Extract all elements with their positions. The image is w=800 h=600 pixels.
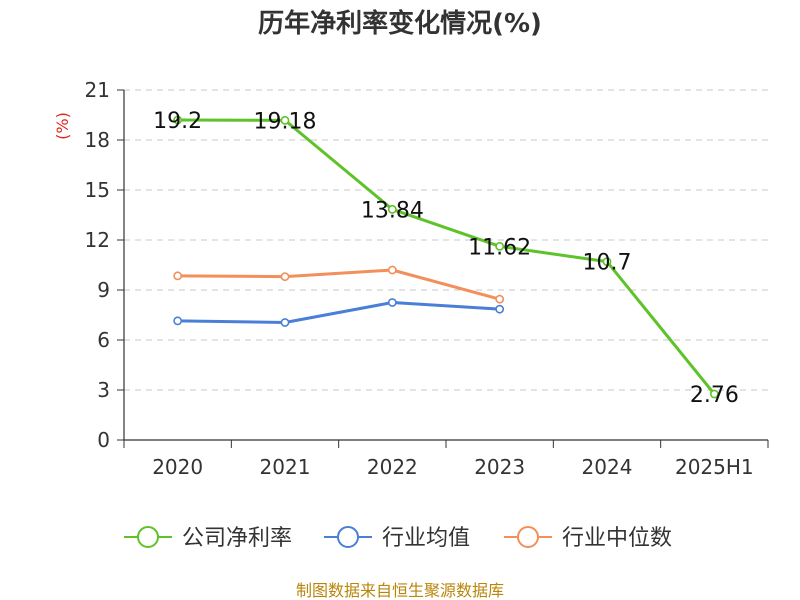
series-line-0 [177,118,716,395]
data-point [173,115,183,125]
x-tick-label: 2022 [367,455,418,479]
legend-marker [517,526,539,548]
data-label: 2.76 [690,383,739,408]
y-tick-label: 0 [97,428,110,452]
axes: 0 3 6 9 12 15 18 21 2020 2021 2022 2023 2024 2025H1 [85,78,769,479]
data-point [280,272,290,282]
data-point [602,257,612,267]
data-point [387,298,397,307]
x-tick-label: 2020 [152,455,203,479]
data-point [280,318,290,327]
y-axis-unit: (%) [53,112,72,140]
legend-label: 行业中位数 [562,526,672,551]
data-point [495,294,505,304]
series-lines [173,115,719,399]
y-tick-label: 18 [85,128,110,152]
data-label: 19.2 [153,109,202,134]
gridlines [124,89,768,391]
y-tick-label: 21 [85,78,110,102]
series-line-1 [177,301,500,324]
data-point [495,241,505,251]
legend-label: 公司净利率 [182,526,292,551]
x-tick-label: 2024 [582,455,633,479]
data-label: 10.7 [583,251,632,276]
legend-marker [337,526,359,548]
y-tick-label: 12 [85,228,110,252]
legend: 公司净利率 行业均值 行业中位数 [124,526,672,551]
data-point [173,271,183,281]
x-tick-label: 2025H1 [675,455,754,479]
legend-label: 行业均值 [382,526,470,551]
data-labels: 19.2 19.18 13.84 11.62 10.7 2.76 [153,109,739,408]
x-tick-label: 2021 [260,455,311,479]
data-point [387,204,397,214]
chart-title: 历年净利率变化情况(%) [258,8,542,39]
data-label: 13.84 [361,198,424,223]
y-tick-label: 9 [97,278,110,302]
data-point [709,389,719,399]
data-point [173,316,183,326]
data-label: 19.18 [254,109,317,134]
y-tick-label: 3 [97,378,110,402]
data-point [280,115,290,125]
y-tick-label: 15 [85,178,110,202]
data-label: 11.62 [468,235,531,260]
x-tick-label: 2023 [474,455,525,479]
legend-marker [137,526,159,548]
series-line-2 [177,268,501,301]
data-point [495,304,505,314]
data-point [387,265,397,275]
data-source-note: 制图数据来自恒生聚源数据库 [296,581,504,600]
y-tick-label: 6 [97,328,110,352]
